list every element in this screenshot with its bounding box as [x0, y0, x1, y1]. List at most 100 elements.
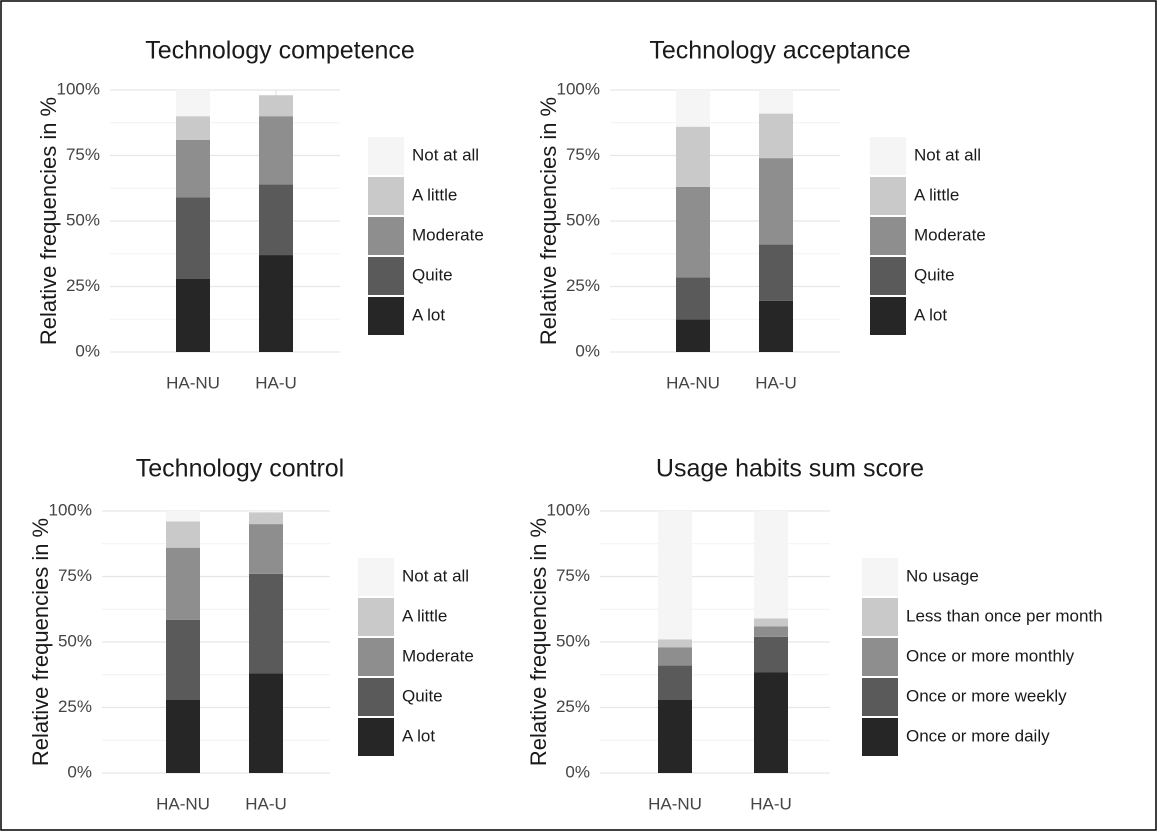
y-tick-label: 0%: [75, 341, 100, 360]
bar-segment: [658, 665, 692, 700]
legend-swatch: [358, 558, 394, 596]
legend-swatch: [358, 638, 394, 676]
legend-swatch: [368, 177, 404, 215]
y-tick-label: 25%: [556, 697, 590, 716]
legend-swatch: [368, 217, 404, 255]
bar-segment: [676, 319, 710, 352]
legend-label: Moderate: [412, 225, 484, 244]
legend-swatch: [862, 558, 898, 596]
legend-label: A lot: [412, 305, 445, 324]
bar-segment: [759, 244, 793, 301]
x-tick-label: HA-U: [245, 794, 287, 813]
y-tick-label: 75%: [566, 145, 600, 164]
bar-segment: [249, 524, 283, 574]
bar-segment: [754, 511, 788, 619]
y-tick-label: 25%: [58, 697, 92, 716]
bar-segment: [249, 673, 283, 773]
bar-segment: [166, 511, 200, 522]
bar-segment: [658, 699, 692, 773]
legend-label: Moderate: [402, 646, 474, 665]
legend-swatch: [870, 297, 906, 335]
legend-label: A lot: [402, 726, 435, 745]
bar-segment: [759, 158, 793, 245]
bar-segment: [176, 139, 210, 198]
y-tick-label: 50%: [566, 210, 600, 229]
y-tick-label: 100%: [547, 500, 590, 519]
chart-title: Technology competence: [145, 37, 415, 65]
bar-segment: [676, 90, 710, 127]
legend-swatch: [862, 598, 898, 636]
legend-swatch: [870, 257, 906, 295]
legend-label: A little: [914, 185, 959, 204]
legend-label: Not at all: [412, 145, 479, 164]
legend-swatch: [862, 638, 898, 676]
bar-segment: [176, 197, 210, 279]
legend-label: Moderate: [914, 225, 986, 244]
x-tick-label: HA-NU: [648, 794, 702, 813]
legend-swatch: [358, 598, 394, 636]
legend-label: No usage: [906, 566, 979, 585]
legend-label: A little: [412, 185, 457, 204]
bar-segment: [249, 573, 283, 674]
y-tick-label: 100%: [57, 79, 100, 98]
bar-segment: [658, 639, 692, 648]
x-tick-label: HA-U: [255, 373, 297, 392]
legend-swatch: [862, 718, 898, 756]
bar-segment: [676, 186, 710, 278]
y-tick-label: 25%: [566, 276, 600, 295]
legend-label: Less than once per month: [906, 606, 1103, 625]
bar-segment: [676, 277, 710, 320]
y-tick-label: 0%: [67, 762, 92, 781]
y-tick-label: 50%: [556, 631, 590, 650]
bar-segment: [176, 116, 210, 140]
legend-swatch: [358, 718, 394, 756]
x-tick-label: HA-NU: [156, 794, 210, 813]
x-tick-label: HA-U: [755, 373, 797, 392]
bar-segment: [759, 113, 793, 159]
y-tick-label: 100%: [557, 79, 600, 98]
y-tick-label: 75%: [66, 145, 100, 164]
bar-segment: [759, 300, 793, 352]
bar-segment: [658, 511, 692, 640]
y-tick-label: 50%: [66, 210, 100, 229]
bar-segment: [754, 618, 788, 627]
y-tick-label: 75%: [58, 566, 92, 585]
bar-segment: [166, 699, 200, 773]
legend-label: A little: [402, 606, 447, 625]
bar-segment: [176, 278, 210, 352]
bar-segment: [166, 619, 200, 700]
bar-segment: [259, 95, 293, 117]
y-axis-label: Relative frequencies in %: [536, 97, 561, 345]
bar-segment: [166, 547, 200, 620]
chart-title: Technology acceptance: [649, 37, 910, 65]
bar-segment: [166, 521, 200, 548]
legend-swatch: [870, 137, 906, 175]
bar-segment: [754, 672, 788, 773]
legend-swatch: [862, 678, 898, 716]
bar-segment: [176, 90, 210, 117]
y-tick-label: 25%: [66, 276, 100, 295]
legend-label: Once or more daily: [906, 726, 1050, 745]
y-axis-label: Relative frequencies in %: [36, 97, 61, 345]
chart-title: Technology control: [136, 455, 344, 483]
bar-segment: [259, 116, 293, 185]
bar-segment: [259, 184, 293, 256]
legend-swatch: [368, 137, 404, 175]
bar-segment: [249, 511, 283, 513]
legend-label: Quite: [402, 686, 443, 705]
y-tick-label: 0%: [575, 341, 600, 360]
bar-segment: [754, 626, 788, 637]
legend-swatch: [870, 177, 906, 215]
legend-swatch: [870, 217, 906, 255]
bar-segment: [759, 90, 793, 114]
legend-label: A lot: [914, 305, 947, 324]
y-axis-label: Relative frequencies in %: [526, 518, 551, 766]
bar-segment: [676, 126, 710, 187]
x-tick-label: HA-U: [750, 794, 792, 813]
legend-label: Quite: [412, 265, 453, 284]
y-tick-label: 50%: [58, 631, 92, 650]
chart-title: Usage habits sum score: [656, 455, 924, 483]
y-tick-label: 75%: [556, 566, 590, 585]
legend-swatch: [368, 257, 404, 295]
legend-label: Not at all: [914, 145, 981, 164]
